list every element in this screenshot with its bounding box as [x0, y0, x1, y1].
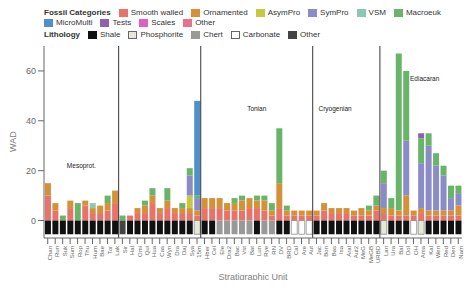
svg-text:Bae: Bae: [99, 245, 105, 256]
svg-text:OH: OH: [413, 246, 419, 255]
svg-text:Ura: Ura: [390, 245, 396, 255]
svg-text:Red: Red: [443, 246, 449, 257]
svg-text:Dra2: Dra2: [226, 245, 232, 259]
svg-text:Wyn: Wyn: [166, 246, 172, 258]
svg-text:Omi: Omi: [137, 246, 143, 257]
svg-text:URBD: URBD: [375, 245, 381, 263]
svg-text:Cal: Cal: [293, 246, 299, 255]
svg-text:Rye: Rye: [263, 245, 269, 256]
svg-text:60: 60: [26, 66, 36, 76]
svg-text:Cryogenian: Cryogenian: [318, 105, 352, 113]
svg-text:Stratigraphic Unit: Stratigraphic Unit: [218, 272, 288, 280]
svg-text:Chan: Chan: [47, 246, 53, 260]
svg-text:MeG: MeG: [360, 246, 366, 259]
html-text:Macroeuk: Macroeuk: [405, 8, 441, 17]
svg-text:Isa: Isa: [338, 245, 344, 254]
html-text:Shale: Shale: [100, 30, 121, 39]
svg-text:Lak: Lak: [114, 245, 120, 256]
svg-text:40: 40: [26, 116, 36, 126]
svg-text:Bat: Bat: [249, 246, 255, 255]
svg-text:Sum: Sum: [69, 246, 75, 258]
svg-text:Ama: Ama: [420, 245, 426, 258]
html-text:AsymPro: AsymPro: [267, 8, 301, 17]
html-text:Ornamented: Ornamented: [203, 8, 248, 17]
svg-text:Suk: Suk: [62, 245, 68, 256]
svg-text:Aut: Aut: [308, 246, 314, 255]
svg-text:WAD: WAD: [8, 131, 18, 152]
svg-text:Rop: Rop: [77, 245, 83, 257]
html-text:VSM: VSM: [368, 8, 386, 17]
svg-text:Qui: Qui: [144, 246, 150, 255]
svg-text:20: 20: [26, 166, 36, 176]
svg-text:Wen: Wen: [435, 246, 441, 258]
svg-text:RN: RN: [271, 246, 277, 255]
svg-text:Vst: Vst: [241, 246, 247, 255]
html-text:Other: Other: [300, 30, 321, 39]
svg-text:Dol: Dol: [405, 246, 411, 255]
svg-text:Tor: Tor: [107, 246, 113, 254]
svg-text:Tonian: Tonian: [247, 105, 267, 112]
svg-text:Mesoprot.: Mesoprot.: [67, 162, 96, 170]
html-text:SymPro: SymPro: [320, 8, 349, 17]
html-text:Scales: Scales: [151, 18, 176, 27]
svg-text:Bon: Bon: [323, 246, 329, 257]
html-text:Fossil Categories: Fossil Categories: [44, 8, 111, 17]
svg-text:Are: Are: [301, 245, 307, 255]
svg-text:DV: DV: [278, 246, 284, 254]
html-text:Phosphorite: Phosphorite: [140, 30, 184, 39]
svg-text:Daj: Daj: [181, 246, 187, 255]
svg-text:Cas: Cas: [159, 246, 165, 257]
svg-text:Sir: Sir: [122, 246, 128, 253]
svg-text:Jac: Jac: [316, 246, 322, 255]
svg-text:Run: Run: [54, 246, 60, 257]
svg-text:Ediacaran: Ediacaran: [410, 75, 440, 82]
html-text:Tests: Tests: [112, 18, 132, 27]
svg-text:Cel: Cel: [211, 246, 217, 255]
svg-text:Lun: Lun: [256, 246, 262, 256]
svg-text:0: 0: [31, 216, 36, 226]
svg-text:Hua: Hua: [151, 245, 157, 257]
svg-text:Den: Den: [450, 246, 456, 257]
svg-text:Bac: Bac: [234, 246, 240, 256]
svg-text:Lan: Lan: [383, 246, 389, 256]
svg-text:Aut2: Aut2: [353, 245, 359, 258]
svg-text:Thu: Thu: [84, 246, 90, 256]
svg-text:Hum: Hum: [92, 246, 98, 259]
svg-text:Hber: Hber: [204, 246, 210, 259]
svg-text:Bas: Bas: [331, 246, 337, 256]
html-text:Lithology: Lithology: [44, 30, 80, 39]
svg-text:Aral: Aral: [346, 246, 352, 257]
html-text:Carbonate: Carbonate: [242, 30, 281, 39]
html-text:Smooth walled: Smooth walled: [130, 8, 184, 17]
svg-text:Hal: Hal: [129, 246, 135, 255]
html-text:Chert: Chert: [203, 30, 223, 39]
svg-text:MeGB: MeGB: [368, 246, 374, 263]
svg-text:Dra: Dra: [174, 245, 180, 255]
html-text:Other: Other: [195, 18, 216, 27]
svg-text:Ele: Ele: [219, 245, 225, 254]
svg-text:Bal: Bal: [398, 246, 404, 255]
html-text:MicroMulti: MicroMulti: [56, 18, 93, 27]
svg-text:BRD: BRD: [286, 245, 292, 258]
svg-text:15m: 15m: [196, 246, 202, 258]
svg-text:Nam: Nam: [458, 246, 464, 259]
svg-text:Kal: Kal: [428, 246, 434, 255]
svg-text:Sya: Sya: [189, 245, 195, 256]
